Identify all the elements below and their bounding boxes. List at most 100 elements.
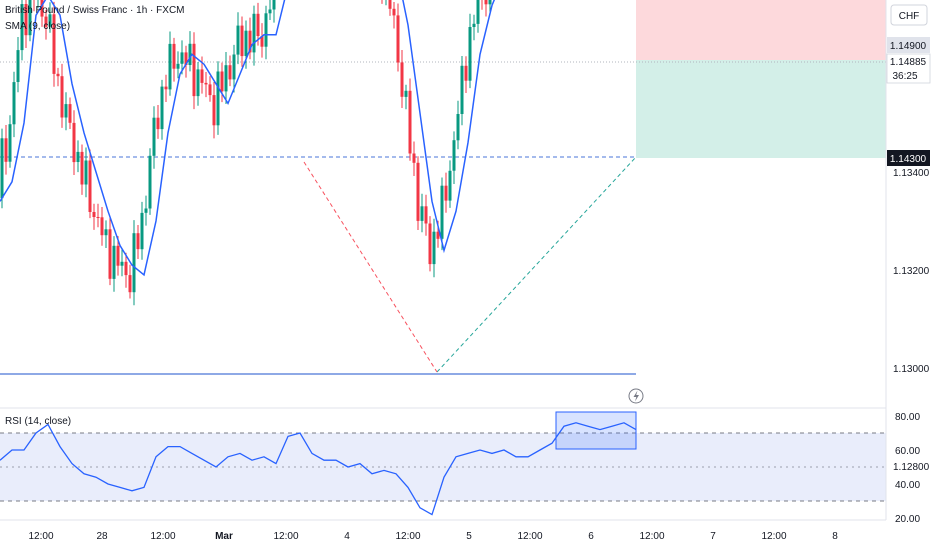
candle-body: [192, 43, 196, 97]
time-tick-label: 12:00: [517, 531, 542, 542]
tp-price-tag[interactable]: [887, 37, 930, 53]
candle-body: [188, 43, 192, 65]
candle-body: [436, 231, 440, 239]
rsi-tick-label: 80.00: [895, 412, 920, 423]
candle-body: [212, 95, 216, 126]
candle-body: [168, 43, 172, 90]
candle-body: [228, 65, 232, 80]
candle-body: [412, 153, 416, 163]
candle-body: [432, 231, 436, 265]
rsi-axis[interactable]: 80.00 60.00 40.00 20.00: [895, 412, 920, 525]
candle-body: [420, 206, 424, 221]
candle-body: [96, 217, 100, 218]
candle-body: [208, 84, 212, 96]
candle-body: [244, 30, 248, 56]
candle-body: [84, 160, 88, 185]
candle-body: [220, 71, 224, 92]
candle-body: [452, 140, 456, 171]
candle-body: [472, 23, 476, 27]
time-axis[interactable]: 12:00 28 12:00 Mar 12:00 4 12:00 5 12:00 6 12:00 7 1…: [28, 531, 838, 542]
time-tick-label: 4: [344, 531, 350, 542]
candle-body: [136, 233, 140, 250]
sma-line: [0, 0, 496, 277]
time-tick-label: Mar: [215, 531, 233, 542]
candle-body: [76, 151, 80, 162]
candle-body: [12, 82, 16, 125]
rsi-line: [0, 422, 637, 516]
candle-body: [272, 0, 276, 10]
candle-body: [152, 117, 156, 156]
candle-body: [140, 212, 144, 250]
time-tick-label: 6: [588, 531, 594, 542]
candle-body: [56, 73, 60, 77]
candle-body: [24, 4, 28, 36]
chart-title[interactable]: British Pound / Swiss Franc · 1h · FXCM: [5, 5, 185, 16]
candle-body: [40, 0, 44, 17]
candle-body: [440, 185, 444, 239]
lightning-icon[interactable]: [628, 388, 644, 404]
sma-legend[interactable]: SMA (9, close): [5, 21, 71, 32]
candle-body: [460, 65, 464, 114]
time-tick-label: 12:00: [150, 531, 175, 542]
candle-body: [156, 117, 160, 130]
current-price-tag[interactable]: [886, 53, 931, 84]
candle-body: [444, 185, 448, 201]
time-tick-label: 12:00: [273, 531, 298, 542]
candle-body: [216, 71, 220, 126]
candle-body: [264, 13, 268, 47]
candle-body: [388, 0, 392, 9]
candle-body: [48, 14, 52, 27]
candle-body: [100, 217, 104, 236]
candle-body: [176, 63, 180, 69]
price-tick-label: 1.13000: [893, 364, 930, 375]
candle-body: [160, 86, 164, 130]
candle-body: [164, 86, 168, 90]
time-tick-label: 12:00: [28, 531, 53, 542]
candle-body: [108, 229, 112, 279]
candle-body: [20, 4, 24, 51]
candle-body: [204, 82, 208, 85]
candle-body: [464, 65, 468, 81]
candle-body: [196, 69, 200, 97]
candle-body: [456, 114, 460, 141]
candle-body: [92, 212, 96, 217]
candle-body: [60, 76, 64, 118]
candle-body: [104, 229, 108, 236]
rsi-tick-label: 60.00: [895, 446, 920, 457]
take-profit-zone[interactable]: [636, 60, 886, 158]
price-tick-label: 1.13200: [893, 266, 930, 277]
candle-body: [184, 52, 188, 65]
candle-body: [424, 206, 428, 224]
candle-body: [476, 0, 480, 24]
candlestick-series: [0, 0, 492, 306]
currency-label: CHF: [899, 11, 920, 22]
candle-body: [64, 104, 68, 118]
candle-body: [8, 124, 12, 162]
time-tick-label: 5: [466, 531, 472, 542]
currency-button[interactable]: [890, 4, 928, 26]
candle-body: [4, 138, 8, 162]
candle-body: [252, 13, 256, 53]
stop-loss-zone[interactable]: [636, 0, 886, 60]
candle-body: [44, 16, 48, 27]
candle-body: [52, 14, 56, 74]
candle-body: [224, 65, 228, 92]
time-tick-label: 28: [96, 531, 108, 542]
candle-body: [400, 62, 404, 97]
tp-price-label: 1.14900: [890, 41, 927, 52]
rsi-legend[interactable]: RSI (14, close): [5, 416, 72, 427]
candle-body: [232, 54, 236, 80]
candle-body: [112, 245, 116, 279]
countdown-label: 36:25: [892, 71, 917, 82]
candle-body: [448, 170, 452, 201]
candle-body: [396, 15, 400, 63]
candle-body: [120, 261, 124, 266]
time-tick-label: 7: [710, 531, 716, 542]
sl-price-tag[interactable]: [887, 150, 930, 166]
candle-body: [80, 151, 84, 185]
candle-body: [124, 261, 128, 276]
candle-body: [236, 25, 240, 55]
rsi-highlight-box[interactable]: [555, 411, 637, 450]
